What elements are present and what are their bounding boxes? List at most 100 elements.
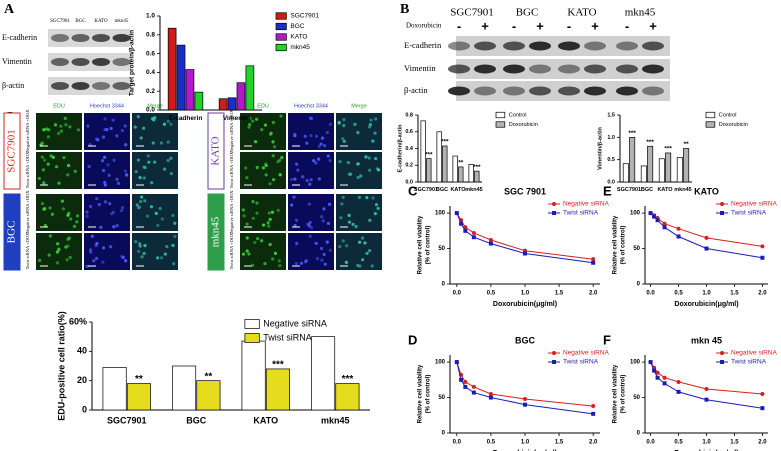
data-point (488, 395, 493, 400)
cell-label-box (207, 112, 225, 190)
cell-nucleus (251, 216, 255, 221)
y-tick-label: 0.0 (405, 179, 413, 185)
data-point (704, 246, 709, 251)
treatment-sign: + (591, 18, 599, 33)
chart-title: mkn 45 (691, 335, 722, 345)
cell-nucleus (314, 241, 318, 245)
lane-label: SGC7901 (450, 7, 493, 19)
cell-nucleus (304, 260, 308, 264)
cell-nucleus (103, 117, 107, 121)
cell-nucleus (120, 254, 124, 258)
cell-nucleus (368, 218, 372, 222)
cell-nucleus (263, 261, 267, 266)
data-point (760, 406, 765, 411)
cell-nucleus (314, 161, 318, 165)
bar (176, 44, 186, 111)
cell-nucleus (158, 206, 162, 211)
cell-nucleus (112, 158, 116, 162)
cell-nucleus (159, 141, 164, 145)
x-tick-label: E-cadherin (169, 115, 203, 122)
cell-nucleus (88, 204, 93, 209)
y-tick-label: 50 (633, 246, 640, 252)
legend-label: SGC7901 (290, 13, 319, 20)
data-point (523, 396, 527, 401)
cell-nucleus (139, 199, 143, 204)
cell-nucleus (354, 224, 358, 229)
cell-nucleus (95, 256, 99, 260)
cell-nucleus (149, 205, 154, 209)
y-tick-label: 0 (442, 431, 446, 437)
x-tick-label: 2.0 (758, 291, 767, 297)
cell-nucleus (151, 141, 155, 145)
cell-nucleus (271, 120, 276, 125)
legend-swatch (244, 319, 260, 329)
blot-band (448, 41, 470, 51)
legend-label: Twist siRNA (563, 359, 599, 366)
bar (647, 145, 654, 183)
cell-nucleus (367, 156, 371, 160)
cell-nucleus (108, 202, 112, 206)
cell-nucleus (370, 264, 374, 268)
cell-nucleus (171, 213, 175, 218)
x-tick-label: 0.5 (674, 440, 683, 446)
cell-nucleus (48, 206, 52, 210)
cell-nucleus (264, 162, 268, 166)
legend-marker (720, 360, 724, 364)
x-tick-label: 1.0 (702, 291, 711, 297)
cell-nucleus (115, 177, 119, 181)
cell-nucleus (155, 256, 160, 260)
cell-label-box (3, 193, 21, 271)
cell-nucleus (248, 116, 252, 120)
x-tick-label: mkn45 (674, 187, 691, 193)
legend-label: Twist siRNA (263, 332, 312, 342)
cell-nucleus (307, 202, 311, 206)
cell-nucleus (272, 145, 277, 149)
cell-nucleus (363, 241, 367, 245)
micrograph (240, 152, 286, 189)
legend-swatch (275, 22, 287, 31)
lane-label: mkn45 (625, 7, 656, 19)
cell-nucleus (111, 118, 115, 122)
cell-nucleus (278, 173, 282, 177)
cell-nucleus (59, 124, 63, 128)
data-point (591, 260, 596, 265)
cell-nucleus (305, 141, 309, 145)
bar (311, 336, 336, 411)
bar (420, 120, 426, 183)
y-tick-label: 0.0 (607, 179, 615, 185)
x-tick-label: 0.0 (646, 440, 655, 446)
blot-band (92, 34, 110, 42)
legend-label: Control (719, 112, 737, 118)
cell-nucleus (76, 128, 81, 132)
blot-band (71, 58, 90, 66)
panel-letter: A (4, 2, 15, 17)
cell-nucleus (123, 124, 127, 128)
cell-nucleus (68, 125, 72, 129)
legend-swatch (275, 33, 287, 41)
bar (126, 383, 151, 411)
cell-nucleus (100, 159, 105, 163)
x-tick-label: 0.5 (674, 291, 683, 297)
lane-label: mkn45 (115, 19, 129, 24)
x-tick-label: 1.0 (702, 440, 711, 446)
cell-nucleus (312, 159, 316, 163)
cell-nucleus (38, 258, 42, 262)
cell-nucleus (245, 176, 249, 180)
cell-nucleus (342, 124, 346, 128)
lane-label: BGC (516, 7, 539, 19)
blot-band (558, 86, 580, 96)
x-tick-label: 0.0 (453, 440, 462, 446)
blot-band (616, 41, 638, 51)
y-axis-label: Relative cell viability (418, 364, 424, 423)
cell-nucleus (315, 257, 320, 261)
blot-band (642, 86, 664, 96)
cell-nucleus (103, 155, 107, 159)
cell-nucleus (109, 245, 113, 249)
cell-nucleus (62, 156, 66, 160)
cell-nucleus (327, 202, 332, 206)
bar (335, 383, 360, 411)
y-tick-label: 100 (435, 360, 446, 366)
legend-swatch (495, 121, 506, 128)
data-point (463, 384, 468, 389)
